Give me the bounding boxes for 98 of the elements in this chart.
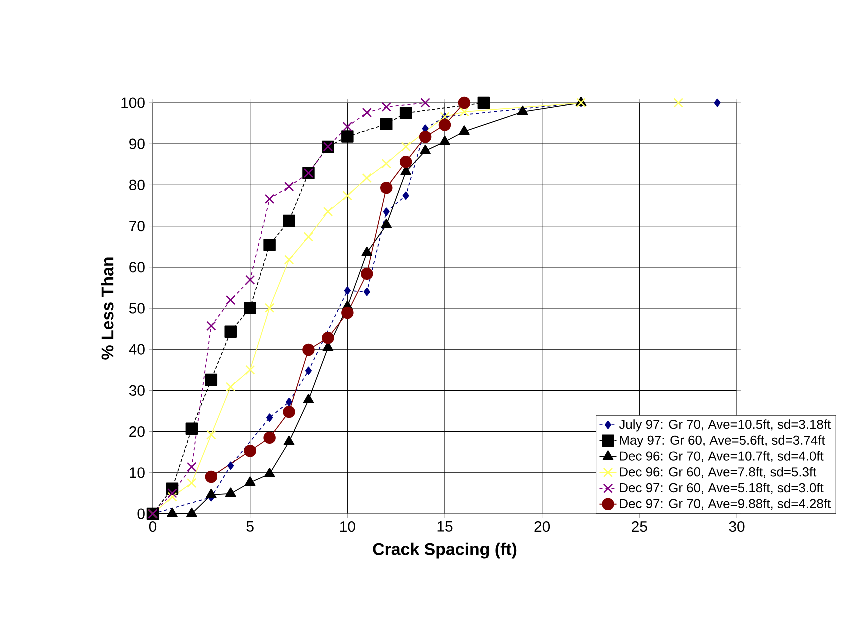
point xyxy=(168,492,178,502)
point xyxy=(364,288,370,296)
point xyxy=(205,470,218,484)
point xyxy=(342,122,353,132)
x-tick-label: 25 xyxy=(632,522,648,532)
point xyxy=(517,106,528,116)
point xyxy=(382,102,392,112)
point xyxy=(344,286,351,295)
point xyxy=(305,366,312,376)
point xyxy=(206,488,217,498)
point xyxy=(382,158,392,169)
y-tick-label: 20 xyxy=(130,426,145,438)
point xyxy=(458,96,471,110)
x-tick-label: 15 xyxy=(438,522,453,532)
point xyxy=(362,246,373,256)
point xyxy=(460,107,470,117)
point xyxy=(440,136,450,146)
x-tick-label: 10 xyxy=(340,522,356,532)
point xyxy=(206,321,216,332)
point xyxy=(383,208,390,216)
point xyxy=(244,444,256,458)
legend-label: Dec 96: Gr 70, Ave=10.7ft, sd=4.0ft xyxy=(620,451,824,462)
y-tick-label: 30 xyxy=(129,385,145,396)
point xyxy=(284,436,295,446)
point xyxy=(186,508,198,518)
x-tick-label: 20 xyxy=(534,522,550,532)
point xyxy=(225,488,236,498)
point xyxy=(244,476,256,486)
point xyxy=(264,194,275,204)
point xyxy=(714,98,721,108)
point xyxy=(304,232,314,242)
point xyxy=(244,302,256,314)
point xyxy=(342,306,354,320)
point xyxy=(283,406,296,418)
y-tick-label: 80 xyxy=(130,180,145,190)
point xyxy=(674,98,684,108)
point xyxy=(401,142,411,152)
point xyxy=(402,192,410,200)
point xyxy=(362,173,372,184)
y-tick-label: 100 xyxy=(122,98,145,108)
point xyxy=(187,462,197,472)
point xyxy=(478,96,490,110)
y-tick-label: 40 xyxy=(129,344,145,355)
y-tick-label: 50 xyxy=(129,303,145,314)
point xyxy=(286,398,293,406)
y-tick-label: 90 xyxy=(130,138,145,150)
legend-label: Dec 97: Gr 60, Ave=5.18ft, sd=3.0ft xyxy=(620,483,824,494)
point xyxy=(226,295,236,306)
y-tick-label: 0 xyxy=(138,508,145,520)
point xyxy=(419,130,432,144)
legend-label: Dec 97: Gr 70, Ave=9.88ft, sd=4.28ft xyxy=(620,498,831,510)
point xyxy=(205,374,218,386)
point xyxy=(187,478,197,488)
point xyxy=(323,207,334,217)
point xyxy=(342,191,353,201)
legend-label: July 97: Gr 70, Ave=10.5ft, sd=3.18ft xyxy=(619,420,831,432)
point xyxy=(283,214,296,228)
point xyxy=(438,119,452,132)
point xyxy=(264,239,276,252)
point xyxy=(400,156,412,168)
x-tick-label: 5 xyxy=(246,522,254,532)
point xyxy=(245,365,256,376)
point xyxy=(284,255,294,265)
point xyxy=(168,488,178,498)
y-tick-label: 60 xyxy=(130,262,145,273)
y-tick-label: 10 xyxy=(130,468,145,478)
point xyxy=(206,430,216,440)
point xyxy=(302,344,315,356)
point xyxy=(264,468,276,478)
point xyxy=(361,268,374,280)
point xyxy=(459,126,470,136)
point xyxy=(380,182,393,194)
point xyxy=(167,508,178,518)
point xyxy=(266,414,274,422)
legend-label: Dec 96: Gr 60, Ave=7.8ft, sd=5.3ft xyxy=(620,467,817,478)
point xyxy=(226,382,236,392)
point xyxy=(342,130,354,143)
point xyxy=(245,275,256,286)
point xyxy=(284,182,294,192)
point xyxy=(381,218,392,228)
point xyxy=(322,332,334,344)
y-axis-title: % Less Than xyxy=(101,258,114,360)
point xyxy=(362,108,372,118)
y-tick-label: 70 xyxy=(130,221,145,232)
point xyxy=(264,432,276,444)
point xyxy=(400,107,412,120)
x-tick-label: 0 xyxy=(149,522,157,532)
point xyxy=(228,462,234,470)
legend-label: May 97: Gr 60, Ave=5.6ft, sd=3.74ft xyxy=(620,435,826,448)
point xyxy=(380,118,393,130)
point xyxy=(420,98,430,108)
point xyxy=(420,144,431,154)
point xyxy=(264,303,275,313)
point xyxy=(224,326,237,338)
x-axis-title: Crack Spacing (ft) xyxy=(373,542,517,559)
x-tick-label: 30 xyxy=(729,522,745,532)
point xyxy=(303,394,314,404)
point xyxy=(186,422,198,436)
